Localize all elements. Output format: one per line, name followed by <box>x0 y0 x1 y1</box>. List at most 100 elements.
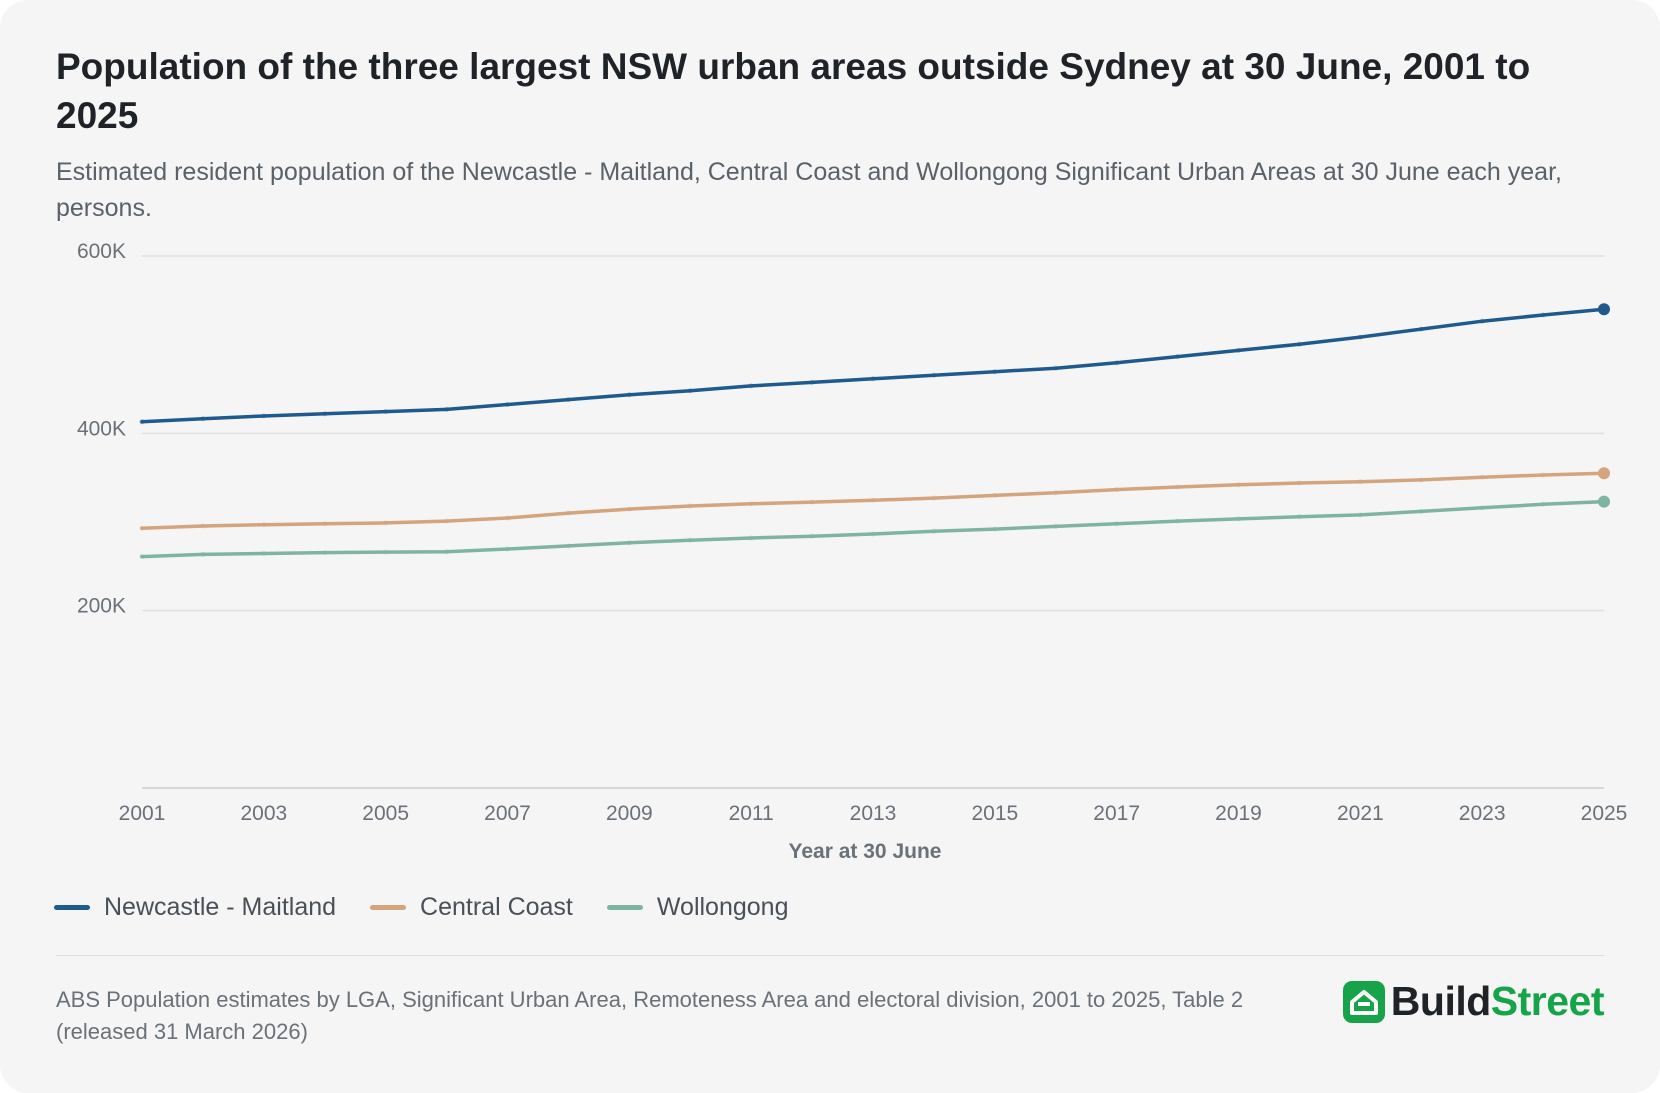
data-point <box>444 518 450 524</box>
chart-subtitle: Estimated resident population of the New… <box>56 158 1562 222</box>
chart-title: Population of the three largest NSW urba… <box>56 46 1531 136</box>
logo-text-street: Street <box>1490 978 1605 1024</box>
y-tick-label: 600K <box>77 240 126 263</box>
legend-item: Newcastle - Maitland <box>54 893 336 922</box>
data-point <box>626 392 632 398</box>
data-point <box>322 521 328 527</box>
data-point <box>1114 521 1120 527</box>
buildstreet-logo: Build Street <box>1342 978 1605 1025</box>
data-point <box>1053 365 1059 371</box>
legend-swatch <box>606 905 643 910</box>
x-tick-label: 2007 <box>484 802 531 825</box>
house-icon <box>1342 980 1385 1023</box>
data-point <box>1357 479 1363 485</box>
data-point <box>444 406 450 412</box>
x-axis-label: Year at 30 June <box>789 840 942 863</box>
data-point <box>565 510 571 516</box>
data-point <box>626 540 632 546</box>
data-point <box>1114 360 1120 366</box>
data-point <box>1540 501 1546 507</box>
series-end-point <box>1598 495 1610 508</box>
series-lines <box>139 303 1610 560</box>
x-tick-label: 2003 <box>240 802 287 825</box>
series-line <box>140 471 1606 530</box>
data-point <box>992 492 998 498</box>
data-point <box>992 526 998 532</box>
x-tick-label: 2005 <box>362 802 409 825</box>
x-axis-ticks: 2001 2003 2005 2007 2009 2011 2013 2015 2017 2019… <box>119 802 1628 825</box>
data-point <box>1175 518 1181 524</box>
y-tick-label: 400K <box>77 417 126 440</box>
legend-label: Wollongong <box>656 893 789 921</box>
data-point <box>1236 347 1241 353</box>
series-end-point <box>1598 467 1610 480</box>
legend: Newcastle - Maitland Central Coast Wollong… <box>54 893 822 922</box>
data-point <box>809 533 815 539</box>
data-point <box>870 497 876 503</box>
x-tick-label: 2011 <box>729 802 774 825</box>
legend-swatch <box>54 905 90 910</box>
data-point <box>992 369 998 375</box>
data-point <box>139 554 145 560</box>
data-point <box>1479 474 1485 480</box>
data-point <box>1236 482 1241 488</box>
data-point <box>505 402 510 408</box>
data-point <box>1053 490 1059 496</box>
data-point <box>1357 334 1363 340</box>
x-tick-label: 2009 <box>606 802 653 825</box>
logo-text-build: Build <box>1390 978 1491 1024</box>
data-point <box>748 383 754 389</box>
data-point <box>687 503 693 509</box>
data-point <box>1418 326 1424 332</box>
data-point <box>1418 477 1424 483</box>
data-point <box>139 525 145 531</box>
data-point <box>1296 341 1302 347</box>
data-point <box>931 372 937 378</box>
data-point <box>687 388 693 394</box>
data-point <box>322 550 328 556</box>
data-point <box>1540 312 1546 318</box>
line-chart: 200K 400K 600K 2001 2003 2005 2007 2009 2011 201… <box>77 240 1628 863</box>
footer-divider <box>56 955 1604 956</box>
data-point <box>383 549 389 555</box>
data-point <box>1296 480 1302 486</box>
legend-item: Central Coast <box>370 893 573 922</box>
data-point <box>383 409 389 415</box>
x-tick-label: 2021 <box>1337 802 1384 825</box>
legend-item: Wollongong <box>606 893 789 922</box>
data-point <box>505 546 510 552</box>
legend-label: Newcastle - Maitland <box>104 893 337 921</box>
data-point <box>1296 514 1302 520</box>
data-point <box>1479 505 1485 511</box>
data-point <box>322 411 328 417</box>
data-point <box>809 499 815 505</box>
y-axis-ticks: 200K 400K 600K <box>77 240 126 618</box>
series-end-point <box>1598 303 1610 316</box>
series-line <box>140 499 1606 559</box>
legend-swatch <box>370 905 407 910</box>
data-point <box>261 413 267 419</box>
x-tick-label: 2017 <box>1093 802 1140 825</box>
data-point <box>870 531 876 537</box>
data-point <box>1418 508 1424 514</box>
data-point <box>626 506 632 512</box>
data-point <box>200 523 206 529</box>
data-point <box>1175 484 1181 490</box>
data-point <box>139 419 145 425</box>
data-point <box>1479 318 1485 324</box>
data-point <box>687 537 693 543</box>
x-tick-label: 2023 <box>1459 802 1506 825</box>
data-point <box>261 522 267 528</box>
data-point <box>1357 512 1363 518</box>
series-line <box>140 307 1606 424</box>
x-tick-label: 2015 <box>971 802 1018 825</box>
data-point <box>1114 487 1120 493</box>
data-point <box>870 376 876 382</box>
data-point <box>444 549 450 555</box>
legend-label: Central Coast <box>420 893 573 921</box>
data-point <box>383 520 389 526</box>
grid-lines <box>142 255 1604 789</box>
data-point <box>200 551 206 557</box>
data-point <box>1175 354 1181 360</box>
